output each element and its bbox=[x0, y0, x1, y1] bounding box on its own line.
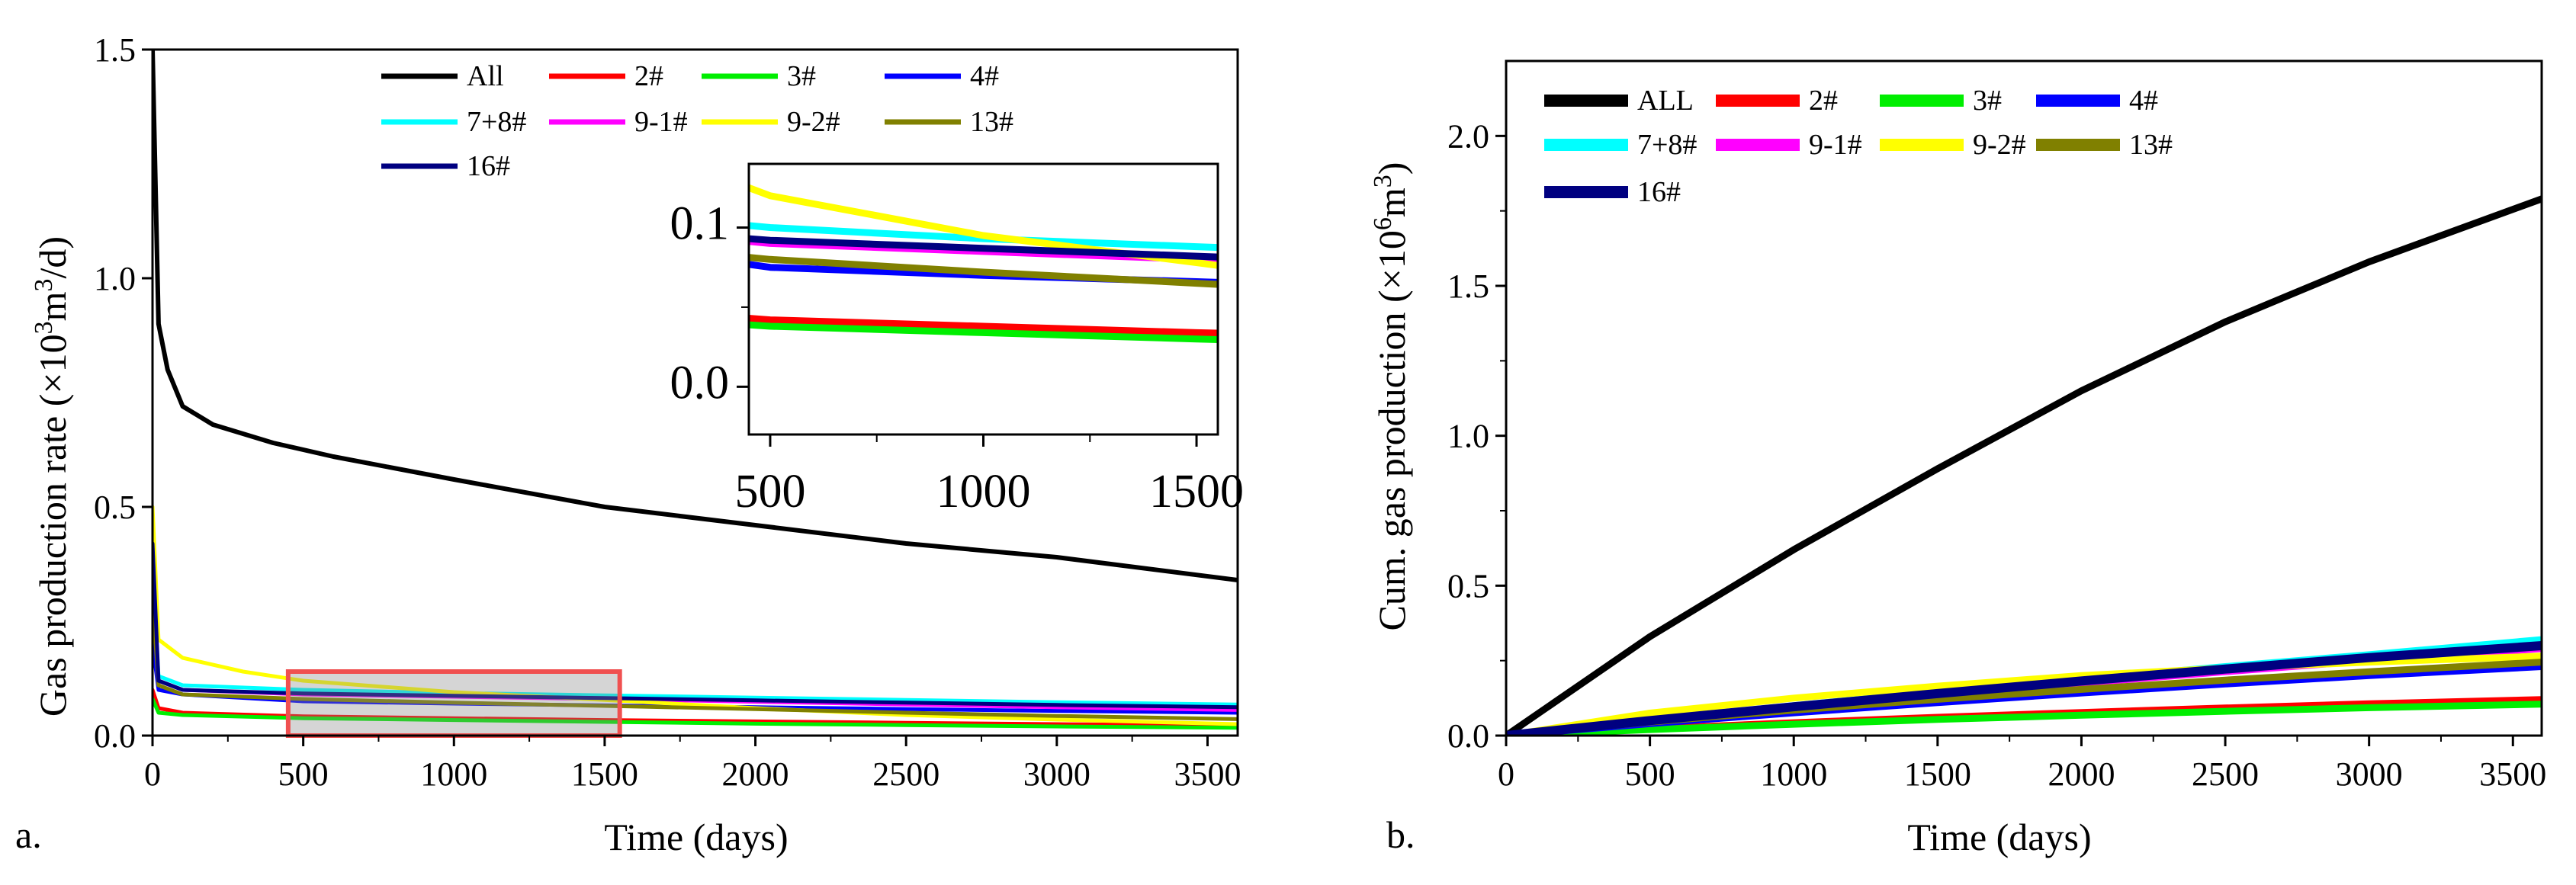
panel-b-y-label-sup: 6 bbox=[1369, 217, 1397, 230]
inset-x-tick-label: 1500 bbox=[1149, 466, 1244, 518]
panel-b-y-tick-label: 2.0 bbox=[1447, 117, 1489, 155]
panel-b-legend-label: 9-1# bbox=[1809, 129, 1862, 161]
panel-a-legend-label: 3# bbox=[787, 60, 816, 92]
panel-a-x-tick-label: 3000 bbox=[1023, 755, 1090, 793]
inset-series-line-3- bbox=[749, 321, 1218, 344]
panel-b-x-ticks: 0 500 1000 1500 2000 2500 3000 3500 bbox=[1498, 736, 2546, 793]
inset-series-line-13- bbox=[749, 254, 1218, 288]
panel-b-y-ticks: 0.0 0.5 1.0 1.5 2.0 bbox=[1447, 117, 1506, 755]
panel-b-y-tick-label: 1.5 bbox=[1447, 268, 1489, 305]
panel-a-legend-label: 9-1# bbox=[634, 106, 688, 138]
panel-b-series-line-all bbox=[1506, 195, 2542, 736]
inset-series-line-9-2- bbox=[749, 184, 1218, 269]
panel-b-x-tick-label: 0 bbox=[1498, 755, 1514, 793]
panel-a-y-tick-label: 0.5 bbox=[94, 489, 136, 526]
panel-b-y-label-sup2: 3 bbox=[1369, 175, 1397, 188]
panel-b-x-tick-label: 2500 bbox=[2192, 755, 2259, 793]
panel-a-series-line-3- bbox=[153, 697, 1238, 730]
panel-b-y-tick-label: 1.0 bbox=[1447, 418, 1489, 455]
panel-a-series-line-all bbox=[153, 50, 1238, 582]
inset-series-line-7-8- bbox=[749, 222, 1218, 252]
panel-a-x-ticks: 0 500 1000 1500 2000 2500 3000 3500 bbox=[144, 736, 1241, 793]
panel-b-label: b. bbox=[1386, 813, 1415, 856]
panel-b-y-axis-label: Cum. gas production (×106m3) bbox=[1369, 162, 1413, 631]
inset-series-line-2- bbox=[749, 314, 1218, 337]
panel-a-legend-label: 7+8# bbox=[467, 106, 526, 138]
panel-b-legend-label: 7+8# bbox=[1637, 129, 1697, 161]
panel-a-legend-label: 13# bbox=[970, 106, 1013, 138]
panel-a-series-line-13- bbox=[153, 596, 1238, 721]
inset-x-tick-label: 1000 bbox=[936, 466, 1031, 518]
panel-b-legend-label: 3# bbox=[1973, 85, 2002, 117]
panel-a-legend-label: All bbox=[467, 60, 504, 92]
panel-a-x-tick-label: 500 bbox=[278, 755, 329, 793]
panel-b-y-label-main: Cum. gas production (×10 bbox=[1370, 230, 1413, 630]
inset-y-tick-label: 0.0 bbox=[670, 357, 730, 409]
inset-y-ticks: 0.0 0.1 bbox=[670, 198, 749, 409]
panel-b-x-tick-label: 3000 bbox=[2336, 755, 2403, 793]
panel-a-y-axis-label: Gas production rate (×103m3/d) bbox=[30, 236, 74, 717]
panel-b-legend-label: 16# bbox=[1637, 176, 1681, 208]
panel-a-y-label-sup: 3 bbox=[30, 321, 58, 334]
panel-a-x-tick-label: 2500 bbox=[872, 755, 940, 793]
panel-a-series-line-9-2- bbox=[153, 505, 1238, 726]
panel-a-legend-label: 9-2# bbox=[787, 106, 840, 138]
panel-b-x-tick-label: 2000 bbox=[2048, 755, 2115, 793]
panel-b-y-label-mid: m bbox=[1370, 188, 1413, 217]
panel-a-y-tick-label: 0.0 bbox=[94, 717, 136, 755]
panel-a-legend-label: 16# bbox=[467, 150, 510, 182]
panel-a-y-label-main: Gas production rate (×10 bbox=[31, 334, 74, 717]
panel-a-x-tick-label: 2000 bbox=[722, 755, 789, 793]
panel-a-legend-label: 2# bbox=[634, 60, 663, 92]
panel-b-x-tick-label: 500 bbox=[1625, 755, 1675, 793]
panel-b-x-tick-label: 3500 bbox=[2479, 755, 2546, 793]
inset-y-tick-label: 0.1 bbox=[670, 198, 730, 250]
panel-b-legend-label: 13# bbox=[2129, 129, 2173, 161]
panel-b-legend-label: ALL bbox=[1637, 85, 1694, 117]
panel-a-series-line-16- bbox=[153, 541, 1238, 710]
panel-a-y-tick-label: 1.5 bbox=[94, 31, 136, 69]
panel-b-legend: ALL 2# 3# 4# 7+8# 9-1# 9-2# 13# 16# bbox=[1544, 85, 2173, 208]
panel-b-legend-label: 2# bbox=[1809, 85, 1838, 117]
panel-a-inset: 500 1000 1500 0.0 0.1 bbox=[670, 162, 1244, 518]
panel-b-y-tick-label: 0.0 bbox=[1447, 717, 1489, 755]
panel-b-y-label-end: ) bbox=[1370, 162, 1413, 175]
panel-b-series-line-3- bbox=[1506, 701, 2542, 736]
inset-x-ticks: 500 1000 1500 bbox=[734, 434, 1244, 518]
panel-a-y-ticks: 0.0 0.5 1.0 1.5 bbox=[94, 31, 153, 755]
panel-a-zoom-highlight bbox=[285, 669, 622, 738]
panel-b-plot-frame bbox=[1505, 59, 2543, 737]
panel-a-legend-label: 4# bbox=[970, 60, 999, 92]
panel-a-x-tick-label: 1000 bbox=[420, 755, 487, 793]
panel-a-plot-frame bbox=[151, 48, 1239, 737]
panel-a-legend: All 2# 3# 4# 7+8# 9-1# 9-2# 13# 16# bbox=[381, 60, 1013, 182]
panel-a-y-tick-label: 1.0 bbox=[94, 260, 136, 297]
inset-series bbox=[749, 184, 1218, 344]
panel-a-x-axis-label: Time (days) bbox=[604, 816, 788, 858]
panel-a-x-tick-label: 3500 bbox=[1174, 755, 1241, 793]
panel-a-series bbox=[153, 50, 1238, 730]
panel-b-legend-label: 4# bbox=[2129, 85, 2158, 117]
panel-a-y-label-sup2: 3 bbox=[30, 278, 58, 291]
panel-a-x-tick-label: 0 bbox=[144, 755, 161, 793]
inset-x-tick-label: 500 bbox=[734, 466, 805, 518]
panel-b-cumulative-chart: 0 500 1000 1500 2000 2500 3000 3500 0.0 0.5 1.0 1.… bbox=[1369, 59, 2546, 858]
inset-series-line-16- bbox=[749, 235, 1218, 261]
panel-b-x-tick-label: 1000 bbox=[1760, 755, 1827, 793]
panel-a-y-label-end: /d) bbox=[31, 236, 74, 279]
panel-a-rate-chart: 0 500 1000 1500 2000 2500 3000 3500 0.00.51.01.… bbox=[15, 31, 1244, 858]
panel-a-label: a. bbox=[15, 813, 42, 856]
panel-b-series-line-16- bbox=[1506, 641, 2542, 736]
panel-b-x-tick-label: 1500 bbox=[1904, 755, 1971, 793]
panel-a-x-tick-label: 1500 bbox=[571, 755, 638, 793]
panel-b-x-axis-label: Time (days) bbox=[1907, 816, 2091, 858]
panel-b-series bbox=[1506, 195, 2542, 736]
panel-a-y-label-mid: m bbox=[31, 291, 74, 321]
panel-b-legend-label: 9-2# bbox=[1973, 129, 2026, 161]
panel-b-y-tick-label: 0.5 bbox=[1447, 567, 1489, 604]
